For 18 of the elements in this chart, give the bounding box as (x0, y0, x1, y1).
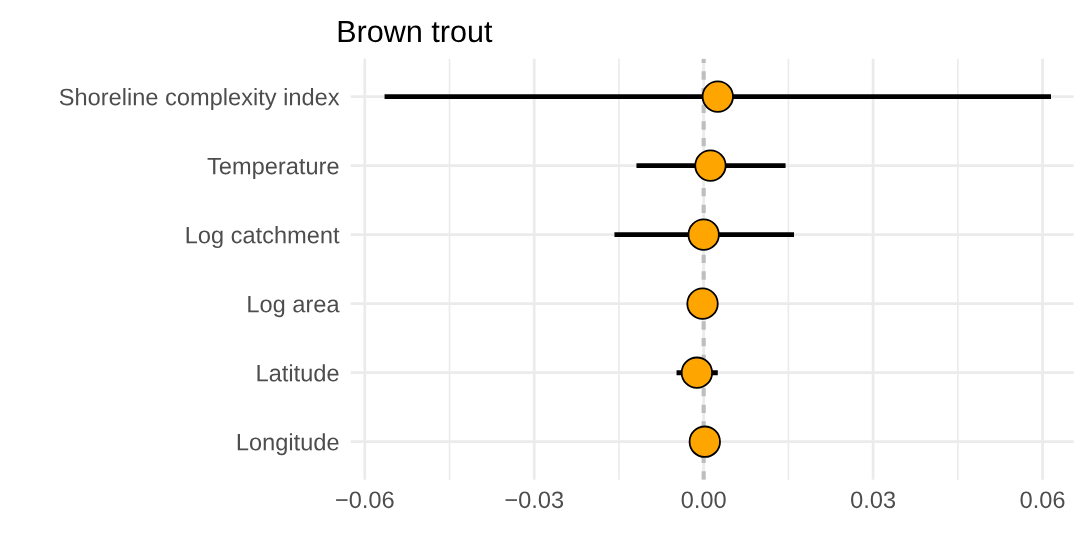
x-tick-label: −0.03 (505, 491, 564, 509)
x-tick-label: 0.03 (851, 491, 896, 509)
y-tick-label: Temperature (207, 157, 339, 180)
y-tick-label: Longitude (237, 433, 339, 456)
y-tick-label: Shoreline complexity index (59, 88, 340, 111)
y-tick-label: Log area (248, 295, 340, 318)
point (680, 356, 714, 389)
x-tick-label: 0.00 (681, 491, 726, 509)
point (688, 425, 721, 458)
point (687, 218, 720, 251)
y-tick-label: Log catchment (186, 226, 340, 249)
point (686, 287, 719, 320)
x-tick-label: −0.06 (336, 491, 394, 509)
y-tick-label: Latitude (257, 364, 339, 382)
x-tick-label: 0.06 (1020, 491, 1065, 509)
point (694, 149, 727, 182)
point (701, 80, 734, 113)
chart-title: Brown trout (338, 20, 493, 43)
